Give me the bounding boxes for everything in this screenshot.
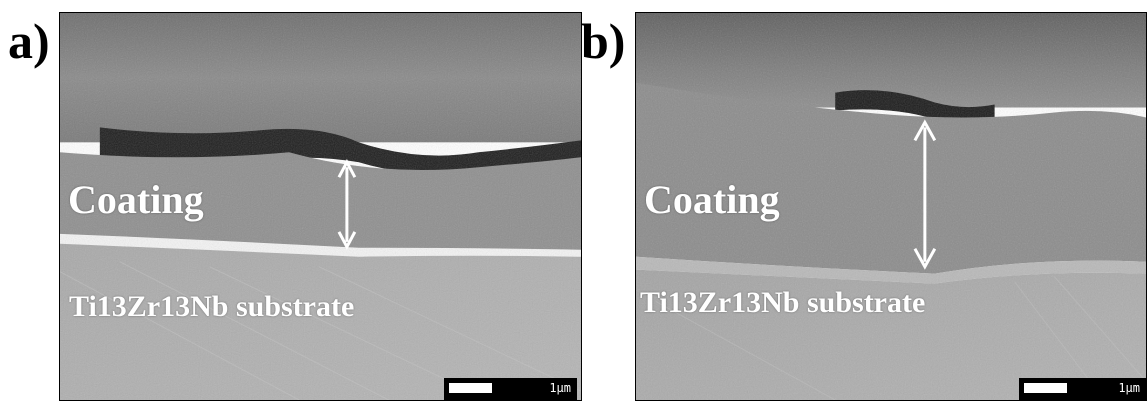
scale-bar-text: 1µm	[549, 381, 571, 395]
sem-image-b: Coating Ti13Zr13Nb substrate 1µm	[635, 12, 1147, 401]
coating-label-b: Coating	[644, 177, 780, 222]
coating-label-a: Coating	[68, 177, 204, 222]
substrate-label-b: Ti13Zr13Nb substrate	[640, 286, 926, 319]
scale-bar-b: 1µm	[1019, 378, 1146, 400]
scale-bar-marker	[449, 383, 492, 393]
scale-bar-marker	[1024, 383, 1067, 393]
sem-image-a: Coating Ti13Zr13Nb substrate 1µm	[59, 12, 582, 401]
substrate-label-a: Ti13Zr13Nb substrate	[69, 290, 355, 323]
sem-micrograph-a	[60, 13, 581, 400]
panel-label-a: a)	[8, 13, 50, 69]
sem-micrograph-b	[636, 13, 1146, 400]
scale-bar-a: 1µm	[444, 378, 577, 400]
scale-bar-text: 1µm	[1118, 381, 1140, 395]
panel-label-b: b)	[581, 13, 626, 69]
